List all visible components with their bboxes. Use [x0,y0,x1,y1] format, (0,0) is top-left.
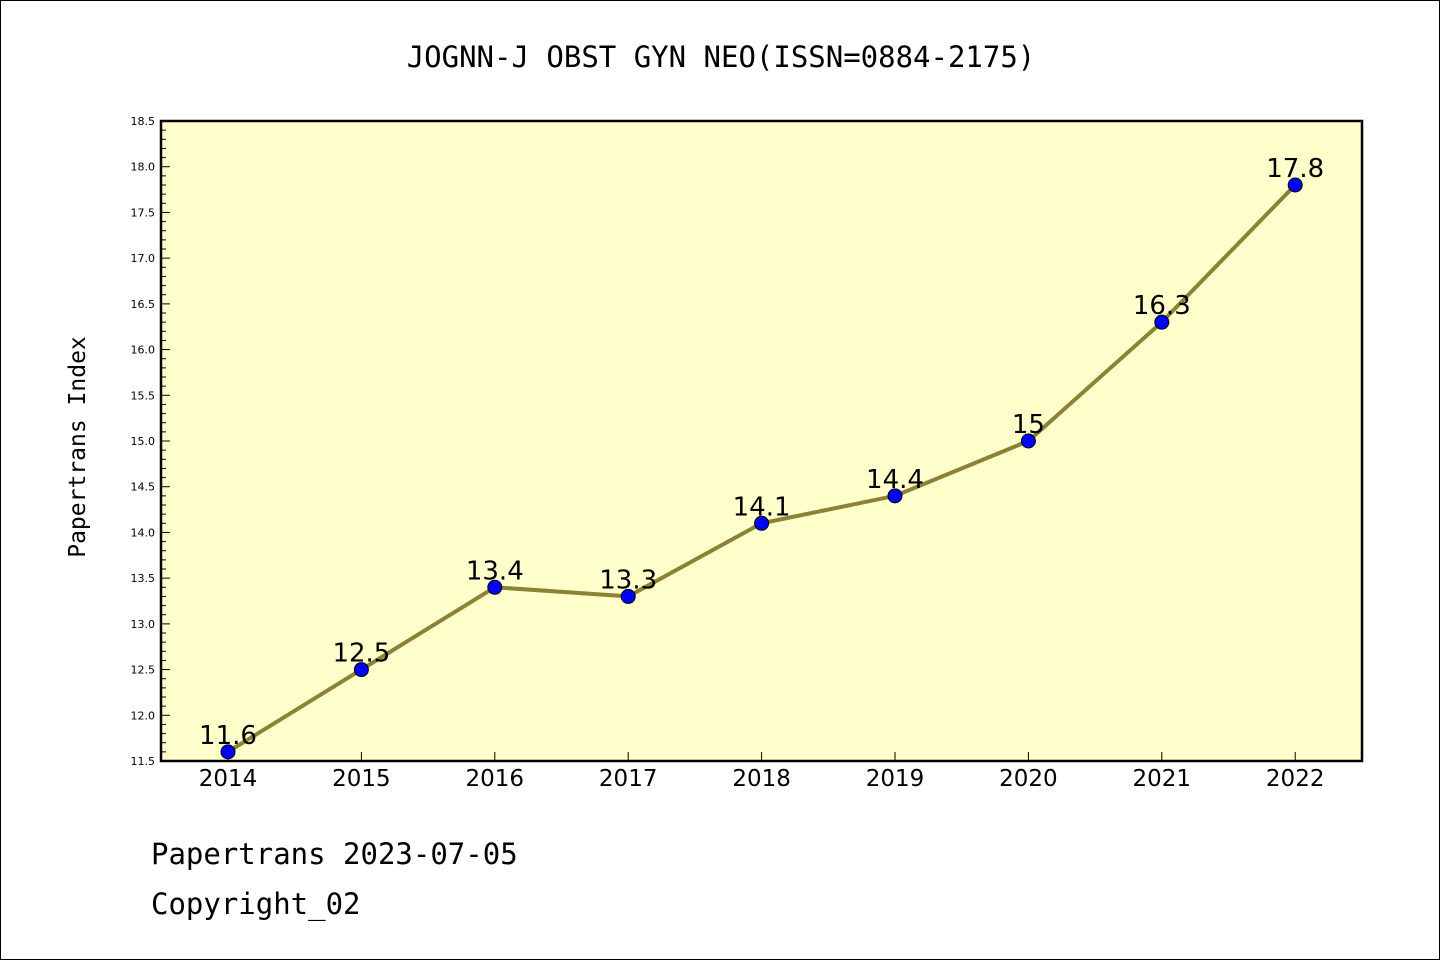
footer-copyright-line: Copyright_02 [151,887,361,921]
plot-area: 11.5 12.0 12.5 13.0 13.5 14.0 14.5 15.0 15.5 16.0… [131,115,1364,792]
x-tick-label: 2021 [1133,766,1192,792]
x-tick-label: 2014 [199,766,258,792]
data-point [1287,177,1303,193]
y-tick-label: 11.5 [131,755,156,768]
data-point [887,488,903,504]
y-tick-label: 13.0 [131,618,156,631]
plot-background [161,121,1362,761]
y-tick-label: 15.5 [131,389,156,402]
y-tick-label: 16.0 [131,344,156,357]
y-tick-label: 18.0 [131,161,156,174]
plot-border [159,119,1364,763]
y-tick-label: 15.0 [131,435,156,448]
y-tick-label: 12.0 [131,709,156,722]
y-tick-label: 17.5 [131,206,156,219]
y-tick-label: 12.5 [131,664,156,677]
y-tick-label: 18.5 [131,115,156,128]
x-tick-label: 2022 [1266,766,1325,792]
y-tick-label: 16.5 [131,298,156,311]
y-tick-label: 14.0 [131,526,156,539]
data-point [1154,314,1170,330]
data-point [620,588,636,604]
data-point [1020,433,1036,449]
data-point [220,744,236,760]
data-point [754,515,770,531]
x-tick-label: 2020 [999,766,1058,792]
y-tick-label: 14.5 [131,481,156,494]
y-tick-label: 13.5 [131,572,156,585]
data-point [487,579,503,595]
x-tick-label: 2016 [466,766,525,792]
data-point [353,662,369,678]
chart-title: JOGNN-J OBST GYN NEO(ISSN=0884-2175) [407,40,1036,74]
y-tick-label: 17.0 [131,252,156,265]
x-tick-label: 2018 [732,766,791,792]
x-tick-label: 2019 [866,766,925,792]
y-axis-label: Papertrans Index [65,336,91,558]
x-tick-label: 2015 [332,766,391,792]
x-tick-label: 2017 [599,766,658,792]
footer-date-line: Papertrans 2023-07-05 [151,837,518,871]
